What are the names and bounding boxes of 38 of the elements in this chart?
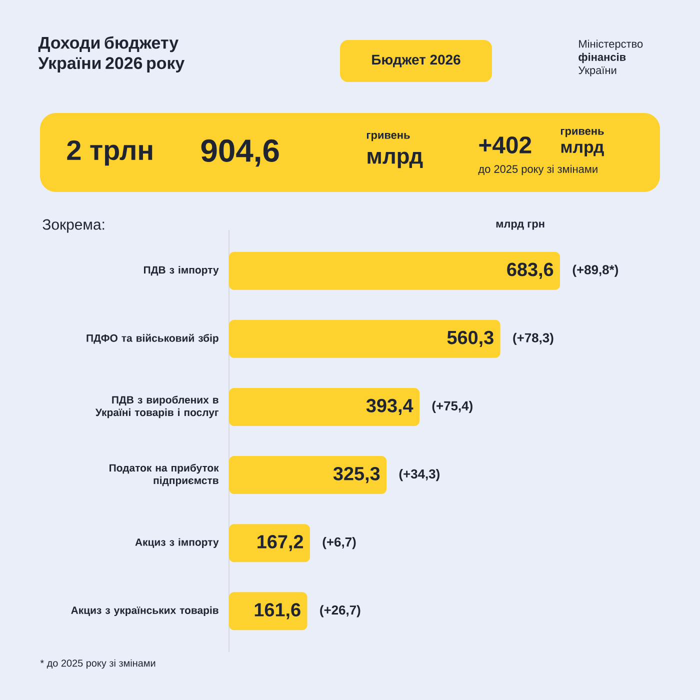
bar (229, 252, 560, 290)
text: млрд (368, 152, 423, 168)
annotation: (+75,4) (432, 400, 472, 413)
text: Зокрема: (42, 219, 104, 233)
bar (229, 388, 420, 426)
text: гривень (560, 128, 604, 138)
annotation: (+34,3) (399, 468, 440, 482)
chart-subtitle: Бюджет 2026 (372, 54, 460, 68)
y-tick-label: Акциз з українських товарів (71, 606, 218, 616)
bar (229, 456, 387, 494)
bar (229, 320, 500, 358)
text: * до 2025 року зі змінами (40, 659, 156, 669)
x-axis-title: млрд грн (496, 222, 544, 230)
text: (+89,8*) (572, 264, 618, 277)
y-tick-label: ПДФО та військовий збір (86, 334, 218, 344)
data-label: 393,4 (366, 398, 414, 416)
text: +402 (479, 136, 532, 154)
annotation: (+6,7) (322, 537, 356, 550)
data-label: 560,3 (447, 330, 494, 347)
y-tick-label: ПДВ з імпорту (144, 266, 219, 276)
annotation: (+26,7) (320, 605, 360, 618)
data-label: 325,3 (333, 466, 380, 484)
bar (229, 524, 310, 562)
chart-title: Доходи бюджету України 2026 року (38, 36, 185, 72)
y-tick-label: ПДВ з вироблених в Україні товарів і послуг (95, 396, 219, 418)
text: до 2025 року зі змінами (478, 164, 598, 176)
text: млрд (561, 144, 604, 156)
y-tick-label: Податок на прибуток підприємств (110, 464, 219, 486)
text: Міністерство фінансів України (578, 40, 643, 76)
annotation: (+78,3) (513, 332, 554, 345)
text: 2 трлн (67, 140, 152, 166)
text: гривень (366, 132, 410, 142)
y-tick-label: Акциз з імпорту (135, 538, 219, 548)
data-label: 683,6 (507, 262, 554, 279)
data-label: 167,2 (258, 535, 303, 552)
data-label: 161,6 (254, 603, 300, 620)
text: 904,6 (201, 139, 279, 167)
bar (229, 592, 308, 630)
